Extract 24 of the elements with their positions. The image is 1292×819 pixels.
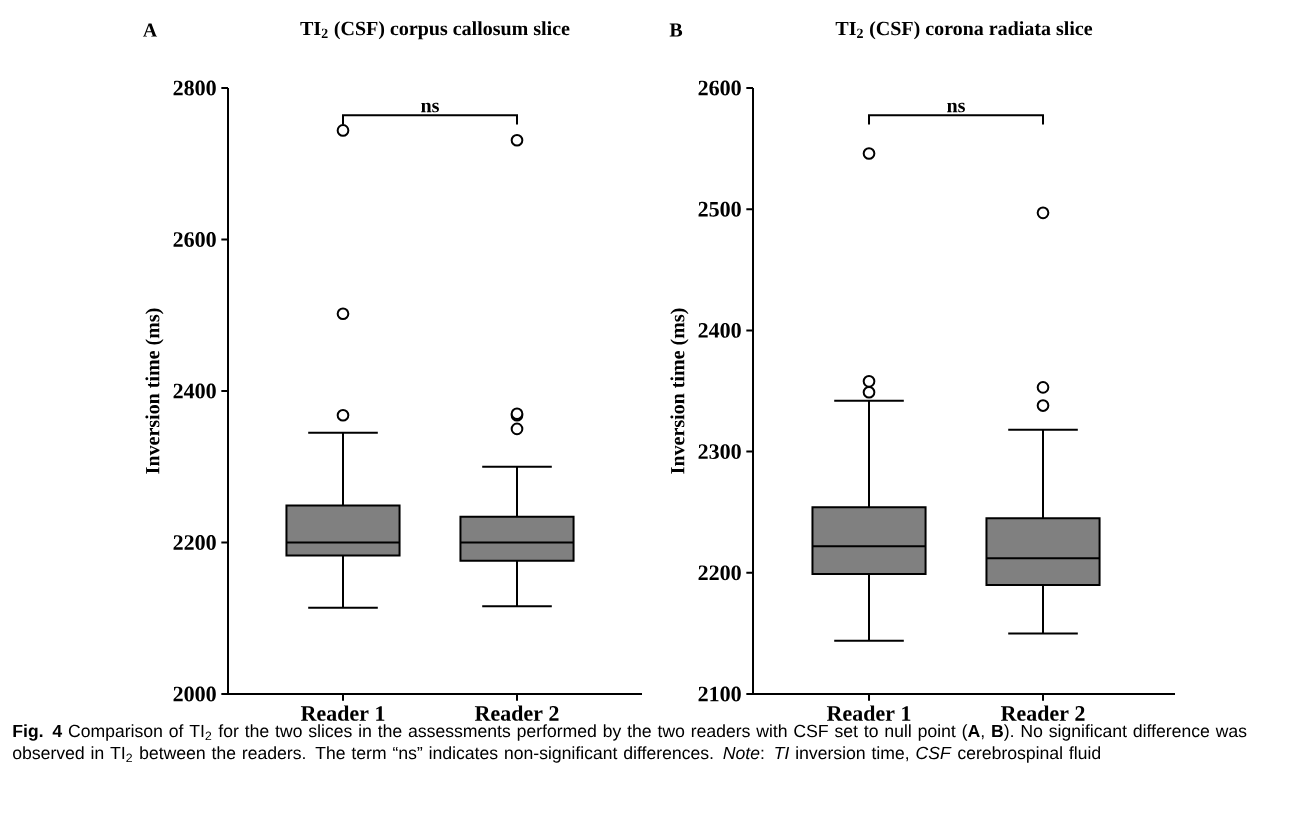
y-tick-label: 2400 [698, 322, 741, 338]
text: Fig. 4 Comparison of TI$_{2}$ for the two slices in the assessments performed by the two readers with CSF set to null point (A, B). No significant difference was observed in TI$_{2}$ between the readers. The term “ns” indicates non-significant differences. Note: TI inversion time, CSF cerebrospinal fluid [13, 724, 1247, 763]
x-tick-label: Reader 1 [300, 705, 385, 721]
y-tick-label: 2600 [698, 80, 741, 96]
chart-title: TI$_{2}$ (CSF) corpus callosum slice [300, 21, 570, 40]
text: A [142, 23, 158, 37]
y-tick-label: 2300 [698, 444, 741, 460]
text: B [669, 23, 683, 37]
x-tick-label: Reader 1 [826, 705, 911, 721]
y-tick-label: 2100 [698, 686, 741, 702]
y-tick-label: 2800 [173, 80, 216, 96]
x-tick-label: Reader 2 [474, 705, 559, 721]
y-tick-label: 2200 [173, 535, 216, 550]
y-tick-label: 2500 [698, 201, 741, 217]
annotation: ns [421, 102, 439, 113]
annotation: ns [947, 102, 965, 113]
y-tick-label: 2000 [173, 686, 216, 702]
y-tick-label: 2400 [173, 383, 216, 399]
y-axis-title: Inversion time (ms) [670, 308, 689, 474]
y-tick-label: 2200 [698, 565, 741, 581]
y-tick-label: 2600 [173, 232, 216, 247]
chart-title: TI$_{2}$ (CSF) corona radiata slice [835, 21, 1093, 40]
y-axis-title: Inversion time (ms) [145, 308, 164, 474]
x-tick-label: Reader 2 [1000, 705, 1085, 721]
